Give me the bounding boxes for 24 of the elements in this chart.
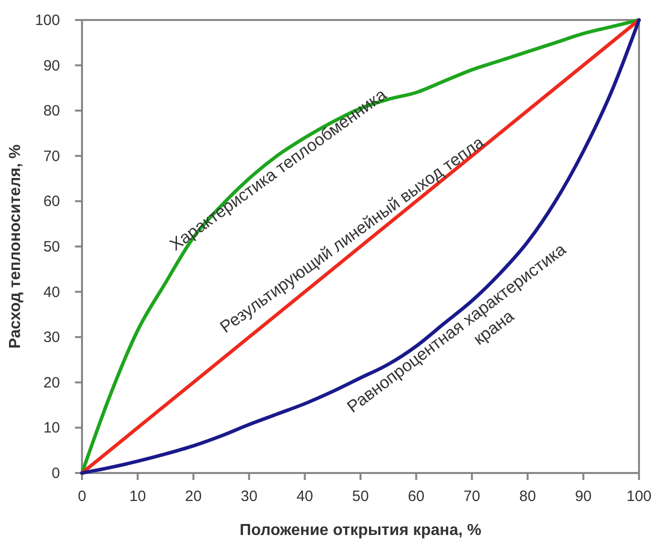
x-tick-label: 20 xyxy=(185,488,202,505)
y-tick-label: 90 xyxy=(43,57,60,74)
y-tick-label: 30 xyxy=(43,329,60,346)
x-tick-label: 80 xyxy=(519,488,536,505)
x-tick-label: 100 xyxy=(626,488,651,505)
y-tick-label: 20 xyxy=(43,374,60,392)
x-tick-label: 30 xyxy=(240,488,258,505)
y-tick-label: 50 xyxy=(43,238,60,256)
x-tick-label: 0 xyxy=(78,488,86,505)
y-tick-label: 100 xyxy=(34,12,60,29)
x-tick-label: 40 xyxy=(296,488,314,505)
y-axis-title: Расход теплоносителя, % xyxy=(7,144,24,349)
x-axis-title: Положение открытия крана, % xyxy=(240,522,482,539)
x-tick-label: 60 xyxy=(408,488,425,505)
y-tick-label: 40 xyxy=(43,284,60,301)
x-tick-label: 10 xyxy=(129,488,146,505)
x-tick-label: 70 xyxy=(464,488,480,505)
x-tick-label: 50 xyxy=(352,488,369,505)
y-tick-label: 10 xyxy=(43,420,60,437)
x-tick-label: 90 xyxy=(574,488,592,505)
y-tick-label: 0 xyxy=(52,465,60,482)
y-tick-label: 70 xyxy=(43,148,60,165)
y-tick-label: 60 xyxy=(43,193,60,210)
y-tick-label: 80 xyxy=(43,102,60,120)
